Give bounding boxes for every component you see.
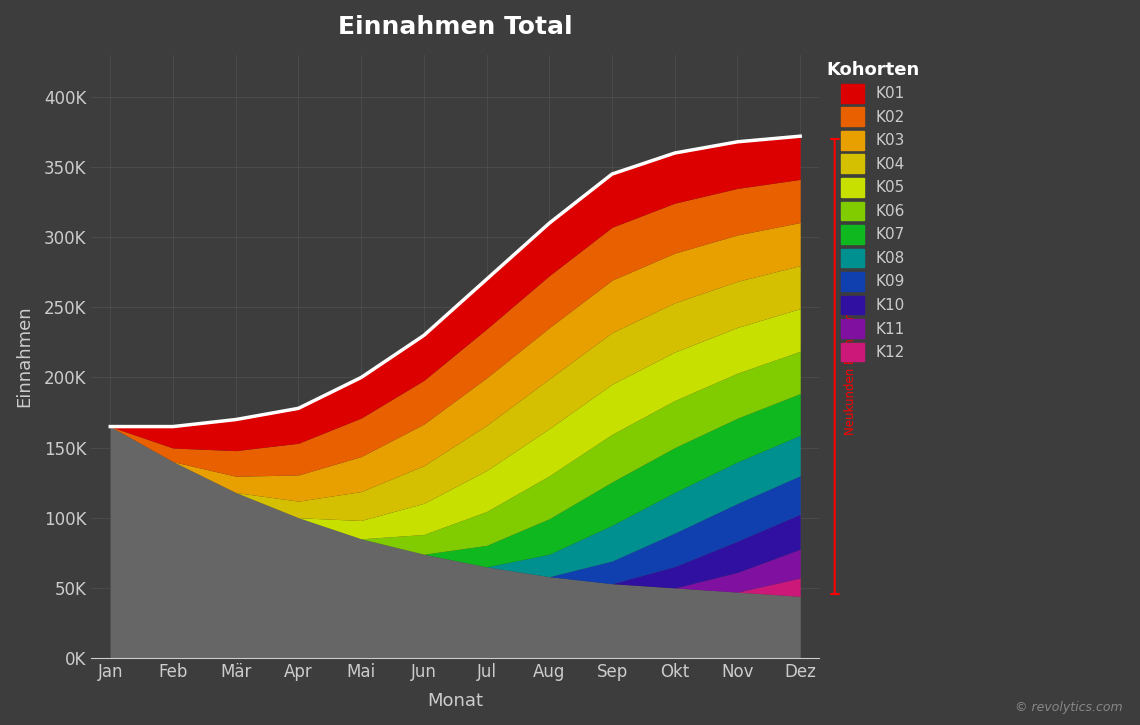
X-axis label: Monat: Monat: [428, 692, 483, 710]
Legend: K01, K02, K03, K04, K05, K06, K07, K08, K09, K10, K11, K12: K01, K02, K03, K04, K05, K06, K07, K08, …: [822, 57, 925, 366]
Text: © revolytics.com: © revolytics.com: [1016, 701, 1123, 714]
Text: Neukunden Einnahmen: Neukunden Einnahmen: [844, 297, 857, 435]
Title: Einnahmen Total: Einnahmen Total: [337, 15, 572, 39]
Y-axis label: Einnahmen: Einnahmen: [15, 306, 33, 407]
